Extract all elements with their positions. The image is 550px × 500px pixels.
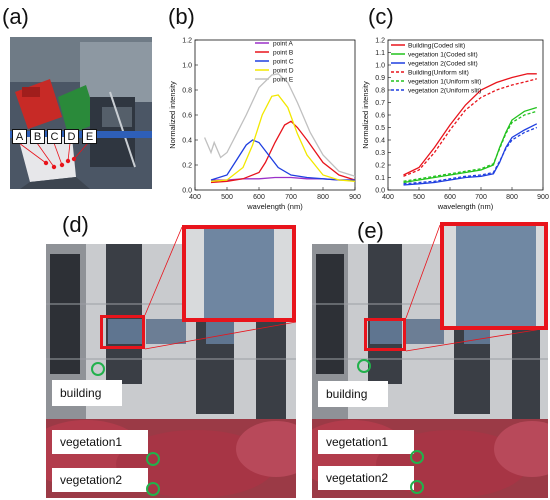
x-tick-label: 700 — [285, 194, 297, 201]
marker-ring-vegetation1-d — [146, 452, 160, 466]
marker-ring-building-e — [357, 359, 371, 373]
x-axis-title: wavelength (nm) — [246, 202, 303, 211]
x-tick-label: 900 — [349, 194, 361, 201]
series-line-4 — [204, 73, 356, 177]
y-tick-label: 1.2 — [375, 38, 385, 45]
marker-ring-vegetation1-e — [410, 450, 424, 464]
series-line-2 — [403, 123, 538, 186]
series-line-1 — [403, 106, 537, 184]
y-tick-label: 0.1 — [375, 175, 385, 182]
zoom-inset-d — [182, 225, 296, 322]
point-label-e: E — [82, 129, 97, 144]
zoom-source-box-e — [364, 318, 406, 351]
x-tick-label: 600 — [253, 194, 265, 201]
chart-c: 400 500 600 700 800 900 0.0 0.1 0.2 0.3 0.4 0.5 0.6 0… — [361, 38, 549, 212]
legend-label: point E — [273, 77, 294, 84]
panel-label-e: (e) — [357, 218, 384, 243]
x-tick-label: 500 — [221, 194, 233, 201]
x-tick-label: 400 — [382, 194, 394, 201]
y-tick-label: 0.5 — [375, 125, 385, 132]
label-vegetation2-e: vegetation2 — [318, 466, 414, 490]
legend-label: vegetation 1(Uniform slit) — [408, 79, 481, 86]
series-line-3 — [210, 94, 356, 182]
x-tick-label: 400 — [189, 194, 201, 201]
series-line-2 — [210, 139, 355, 181]
y-tick-label: 0.7 — [375, 100, 385, 107]
series-line-1 — [210, 120, 356, 184]
label-building-e: building — [318, 381, 388, 407]
y-axis-title: Normalized intensity — [361, 81, 370, 149]
label-building-d: building — [52, 380, 122, 406]
zoom-inset-texture-e — [444, 226, 544, 326]
y-tick-label: 1.0 — [182, 63, 192, 70]
legend-label: point B — [273, 50, 293, 57]
y-tick-label: 0.0 — [375, 188, 385, 195]
x-tick-label: 500 — [413, 194, 425, 201]
point-label-b: B — [30, 129, 45, 144]
photo-lab-setup — [10, 37, 152, 189]
y-tick-label: 0.2 — [375, 163, 385, 170]
zoom-source-box-d — [100, 315, 145, 349]
marker-ring-vegetation2-d — [146, 482, 160, 496]
zoom-inset-e — [440, 222, 548, 330]
legend-label: vegetation 2(Uniform slit) — [408, 88, 481, 95]
y-axis-title: Normalized intensity — [168, 81, 177, 149]
label-vegetation1-d: vegetation1 — [52, 430, 148, 454]
series-line-3 — [403, 78, 537, 177]
panel-label-d: (d) — [62, 212, 89, 237]
y-tick-label: 0.3 — [375, 150, 385, 157]
legend-label: Building(Coded slit) — [408, 43, 465, 50]
y-tick-label: 0.6 — [182, 113, 192, 120]
y-tick-label: 0.4 — [182, 138, 192, 145]
y-tick-label: 0.8 — [182, 88, 192, 95]
label-vegetation2-d: vegetation2 — [52, 468, 148, 492]
x-tick-label: 800 — [317, 194, 329, 201]
lab-setup-illustration — [10, 37, 152, 189]
y-tick-label: 1.0 — [375, 63, 385, 70]
panel-label-b: (b) — [168, 4, 195, 29]
y-tick-label: 0.4 — [375, 138, 385, 145]
marker-ring-vegetation2-e — [410, 480, 424, 494]
point-label-a: A — [12, 129, 27, 144]
series-line-0 — [403, 73, 537, 176]
x-tick-label: 900 — [537, 194, 549, 201]
panel-label-a: (a) — [2, 4, 29, 29]
y-tick-label: 0.0 — [182, 188, 192, 195]
x-tick-label: 800 — [506, 194, 518, 201]
legend-label: point C — [273, 59, 294, 66]
legend-label: vegetation 2(Coded slit) — [408, 61, 478, 68]
point-label-d: D — [64, 129, 79, 144]
legend-label: point A — [273, 41, 294, 48]
chart-b: 400 500 600 700 800 900 0.0 0.2 0.4 0.6 0.8 1.0 1.2 w… — [168, 38, 361, 212]
y-tick-label: 0.9 — [375, 75, 385, 82]
y-tick-label: 0.6 — [375, 113, 385, 120]
legend-label: point D — [273, 68, 294, 75]
x-axis-title: wavelength (nm) — [437, 202, 494, 211]
panel-label-c: (c) — [368, 4, 394, 29]
x-tick-label: 700 — [475, 194, 487, 201]
y-tick-label: 0.2 — [182, 163, 192, 170]
y-tick-label: 0.8 — [375, 88, 385, 95]
y-tick-label: 1.1 — [375, 50, 385, 57]
y-tick-label: 1.2 — [182, 38, 192, 45]
series-line-5 — [403, 126, 538, 185]
legend-label: Building(Uniform slit) — [408, 70, 469, 77]
series-line-4 — [403, 110, 537, 182]
label-vegetation1-e: vegetation1 — [318, 430, 414, 454]
x-tick-label: 600 — [444, 194, 456, 201]
legend-label: vegetation 1(Coded slit) — [408, 52, 478, 59]
marker-ring-building-d — [91, 362, 105, 376]
zoom-inset-texture-d — [186, 229, 292, 318]
point-label-c: C — [47, 129, 62, 144]
